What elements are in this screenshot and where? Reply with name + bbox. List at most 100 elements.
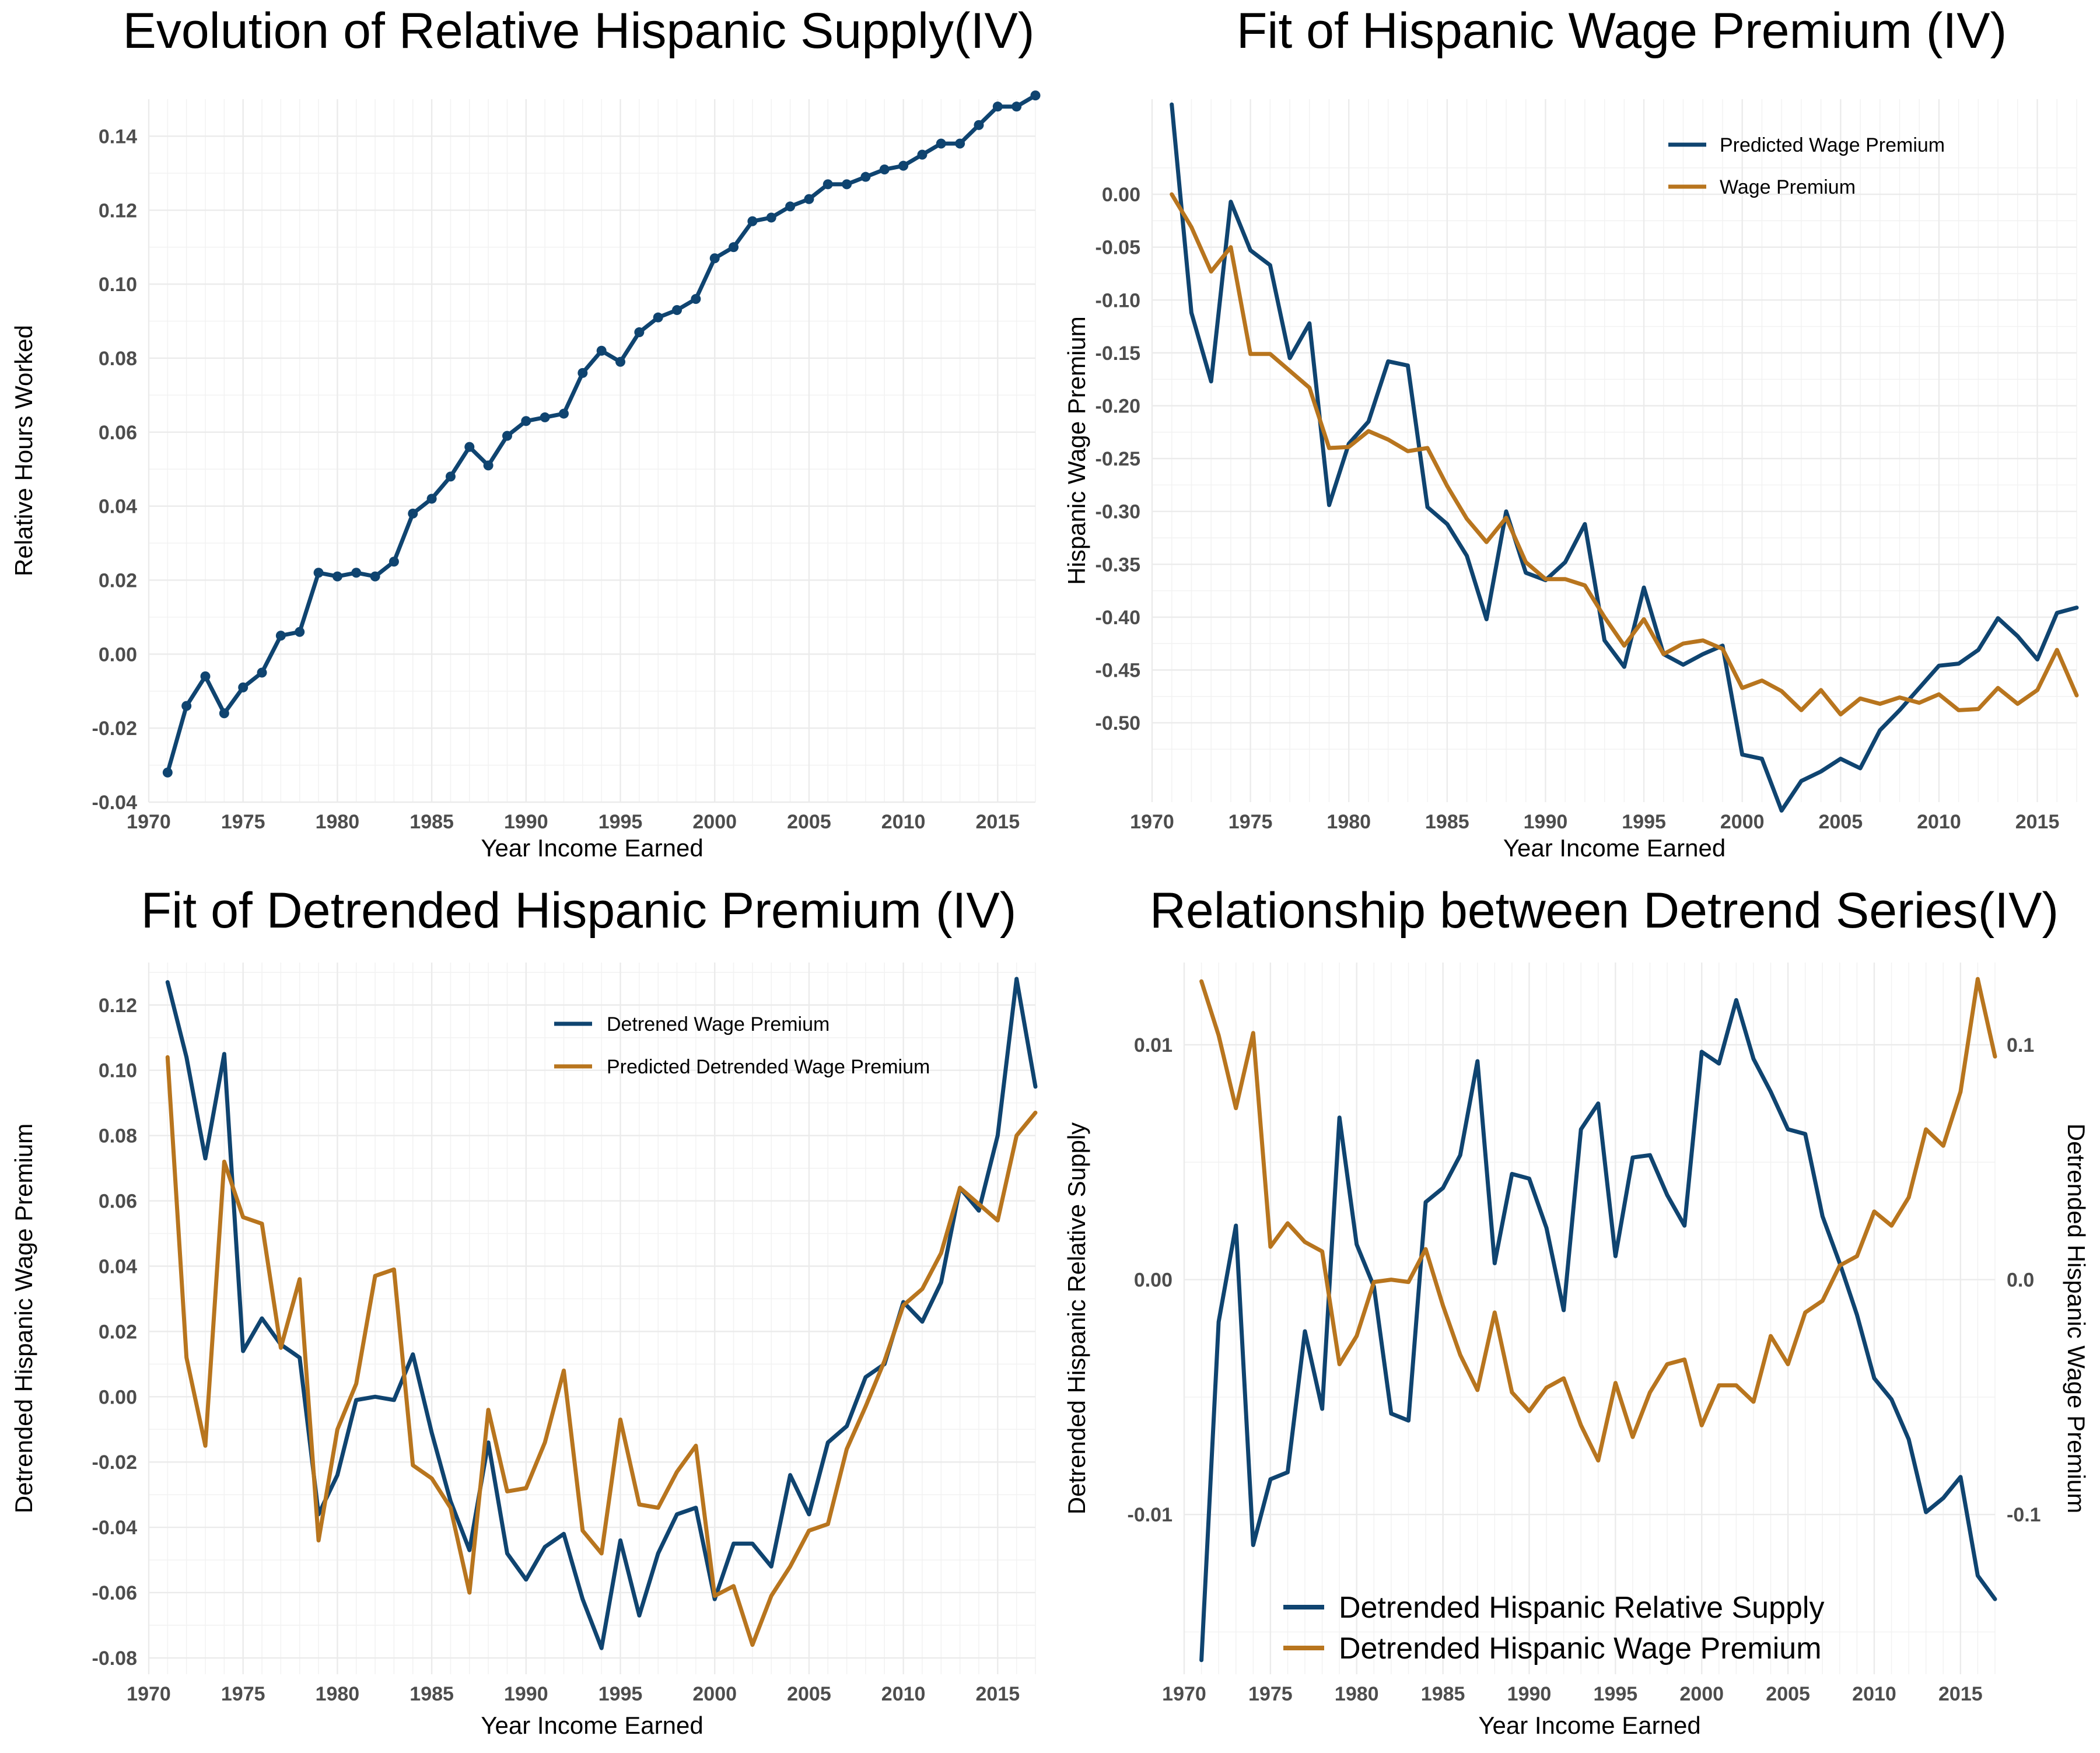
x-tick-label: 2000	[692, 811, 737, 833]
x-tick-label: 1975	[1248, 1683, 1293, 1705]
data-point	[974, 120, 984, 130]
legend: Detrended Hispanic Relative Supply Detren…	[1283, 1591, 1824, 1665]
x-tick-label: 1975	[221, 1683, 265, 1705]
legend-label: Detrended Hispanic Relative Supply	[1339, 1591, 1824, 1625]
x-tick-label: 1985	[410, 1683, 454, 1705]
y-tick-label: 0.08	[99, 1125, 137, 1147]
y-axis-label: Relative Hours Worked	[10, 325, 37, 576]
y-tick-label: -0.40	[1096, 607, 1141, 629]
y-axis-label: Hispanic Wage Premium	[1063, 316, 1090, 585]
x-tick-label: 1970	[1130, 811, 1174, 833]
y-tick-label: 0.06	[99, 1191, 137, 1213]
data-point	[388, 557, 399, 567]
data-point	[426, 494, 437, 504]
x-tick-label: 1975	[1228, 811, 1273, 833]
data-point	[766, 212, 776, 223]
y-tick-label: 0.10	[99, 1060, 137, 1082]
data-point	[842, 179, 852, 190]
y-tick-label: -0.06	[92, 1582, 138, 1604]
data-point	[200, 671, 211, 681]
y-axis-label-right: Detrended Hispanic Wage Premium	[2063, 1124, 2090, 1513]
x-axis-label: Year Income Earned	[1503, 834, 1726, 862]
data-point	[1030, 90, 1041, 101]
x-tick-label: 2010	[881, 1683, 926, 1705]
data-point	[351, 568, 362, 578]
x-tick-label: 1995	[598, 811, 643, 833]
y-tick-label: 0.06	[99, 422, 137, 444]
y-tick-label: 0.04	[99, 1255, 137, 1278]
data-point	[747, 216, 758, 226]
data-point	[804, 194, 814, 204]
chart-title: Relationship between Detrend Series(IV)	[1150, 883, 2059, 939]
y-tick-label: 0.10	[99, 274, 137, 296]
chart-panel-supply: 1970 1975 1980 1985 1990 1995 2000 2005 2010 2015…	[10, 3, 1041, 862]
x-tick-label: 2015	[975, 1683, 1020, 1705]
series-line-detrended-hispanic-wage-premium	[1199, 977, 1997, 1463]
x-tick-label: 1990	[504, 811, 548, 833]
x-tick-label: 1985	[1425, 811, 1469, 833]
data-point	[917, 149, 928, 160]
x-tick-label: 1995	[1622, 811, 1666, 833]
data-point	[709, 253, 720, 264]
chart-panel-detrended: 1970 1975 1980 1985 1990 1995 2000 2005 2010 2015…	[10, 883, 1038, 1739]
y-tick-label: 0.08	[99, 348, 137, 370]
y-tick-label: 0.00	[99, 1386, 137, 1408]
data-point	[181, 701, 192, 711]
data-point	[483, 460, 494, 471]
data-point	[313, 568, 324, 578]
x-axis-label: Year Income Earned	[481, 1712, 703, 1739]
y-tick-label: -0.04	[92, 1517, 138, 1539]
legend: Detrened Wage Premium Predicted Detrended…	[554, 1013, 930, 1078]
data-point	[860, 172, 871, 182]
y-tick-label: -0.25	[1096, 448, 1141, 470]
y-axis-label: Detrended Hispanic Wage Premium	[10, 1124, 37, 1513]
data-point	[634, 327, 645, 338]
y-tick-label: 0.00	[1102, 184, 1140, 206]
series-line-detrended-hispanic-relative-supply	[1199, 998, 1997, 1663]
legend-label: Detrened Wage Premium	[607, 1013, 830, 1035]
x-tick-label: 1990	[504, 1683, 548, 1705]
x-axis-label: Year Income Earned	[481, 834, 703, 862]
data-point	[521, 416, 531, 426]
data-point	[992, 102, 1003, 112]
data-point	[955, 138, 965, 149]
x-tick-label: 1975	[221, 811, 265, 833]
y-tick-label: 0.12	[99, 200, 137, 222]
x-tick-label: 2015	[975, 811, 1020, 833]
x-tick-label: 2010	[1852, 1683, 1896, 1705]
data-point	[332, 571, 342, 582]
data-point	[936, 138, 946, 149]
y-right-tick-label: 0.1	[2007, 1034, 2034, 1056]
x-tick-label: 1980	[1326, 811, 1371, 833]
chart-panel-relationship: 1970 1975 1980 1985 1990 1995 2000 2005 2010 2015…	[1063, 883, 2090, 1739]
y-tick-label: -0.45	[1096, 659, 1141, 681]
y-tick-label: 0.14	[99, 125, 137, 148]
chart-title: Fit of Hispanic Wage Premium (IV)	[1237, 3, 2007, 59]
y-tick-label: 0.02	[99, 1321, 137, 1343]
y-right-tick-label: -0.1	[2007, 1504, 2041, 1526]
data-point	[295, 627, 305, 637]
x-tick-label: 2000	[692, 1683, 737, 1705]
x-tick-label: 2005	[787, 811, 831, 833]
data-point	[898, 160, 909, 171]
data-point	[408, 508, 418, 519]
legend: Predicted Wage Premium Wage Premium	[1668, 134, 1945, 198]
x-tick-label: 1985	[1421, 1683, 1465, 1705]
y-tick-label: -0.30	[1096, 501, 1141, 523]
x-tick-label: 1995	[1594, 1683, 1638, 1705]
x-tick-label: 2005	[1818, 811, 1863, 833]
y-tick-label: -0.15	[1096, 342, 1141, 365]
series-line-predicted-wage-premium	[1170, 102, 2079, 813]
data-point	[596, 345, 607, 356]
data-point	[540, 412, 550, 422]
y-tick-label: -0.04	[92, 792, 138, 814]
y-tick-label: -0.02	[92, 1451, 138, 1474]
y-tick-label: -0.05	[1096, 237, 1141, 259]
x-tick-label: 2000	[1720, 811, 1765, 833]
legend-label: Predicted Wage Premium	[1720, 134, 1945, 156]
y-tick-label: 0.01	[1134, 1034, 1172, 1056]
data-point	[219, 708, 229, 719]
data-point	[275, 631, 286, 641]
